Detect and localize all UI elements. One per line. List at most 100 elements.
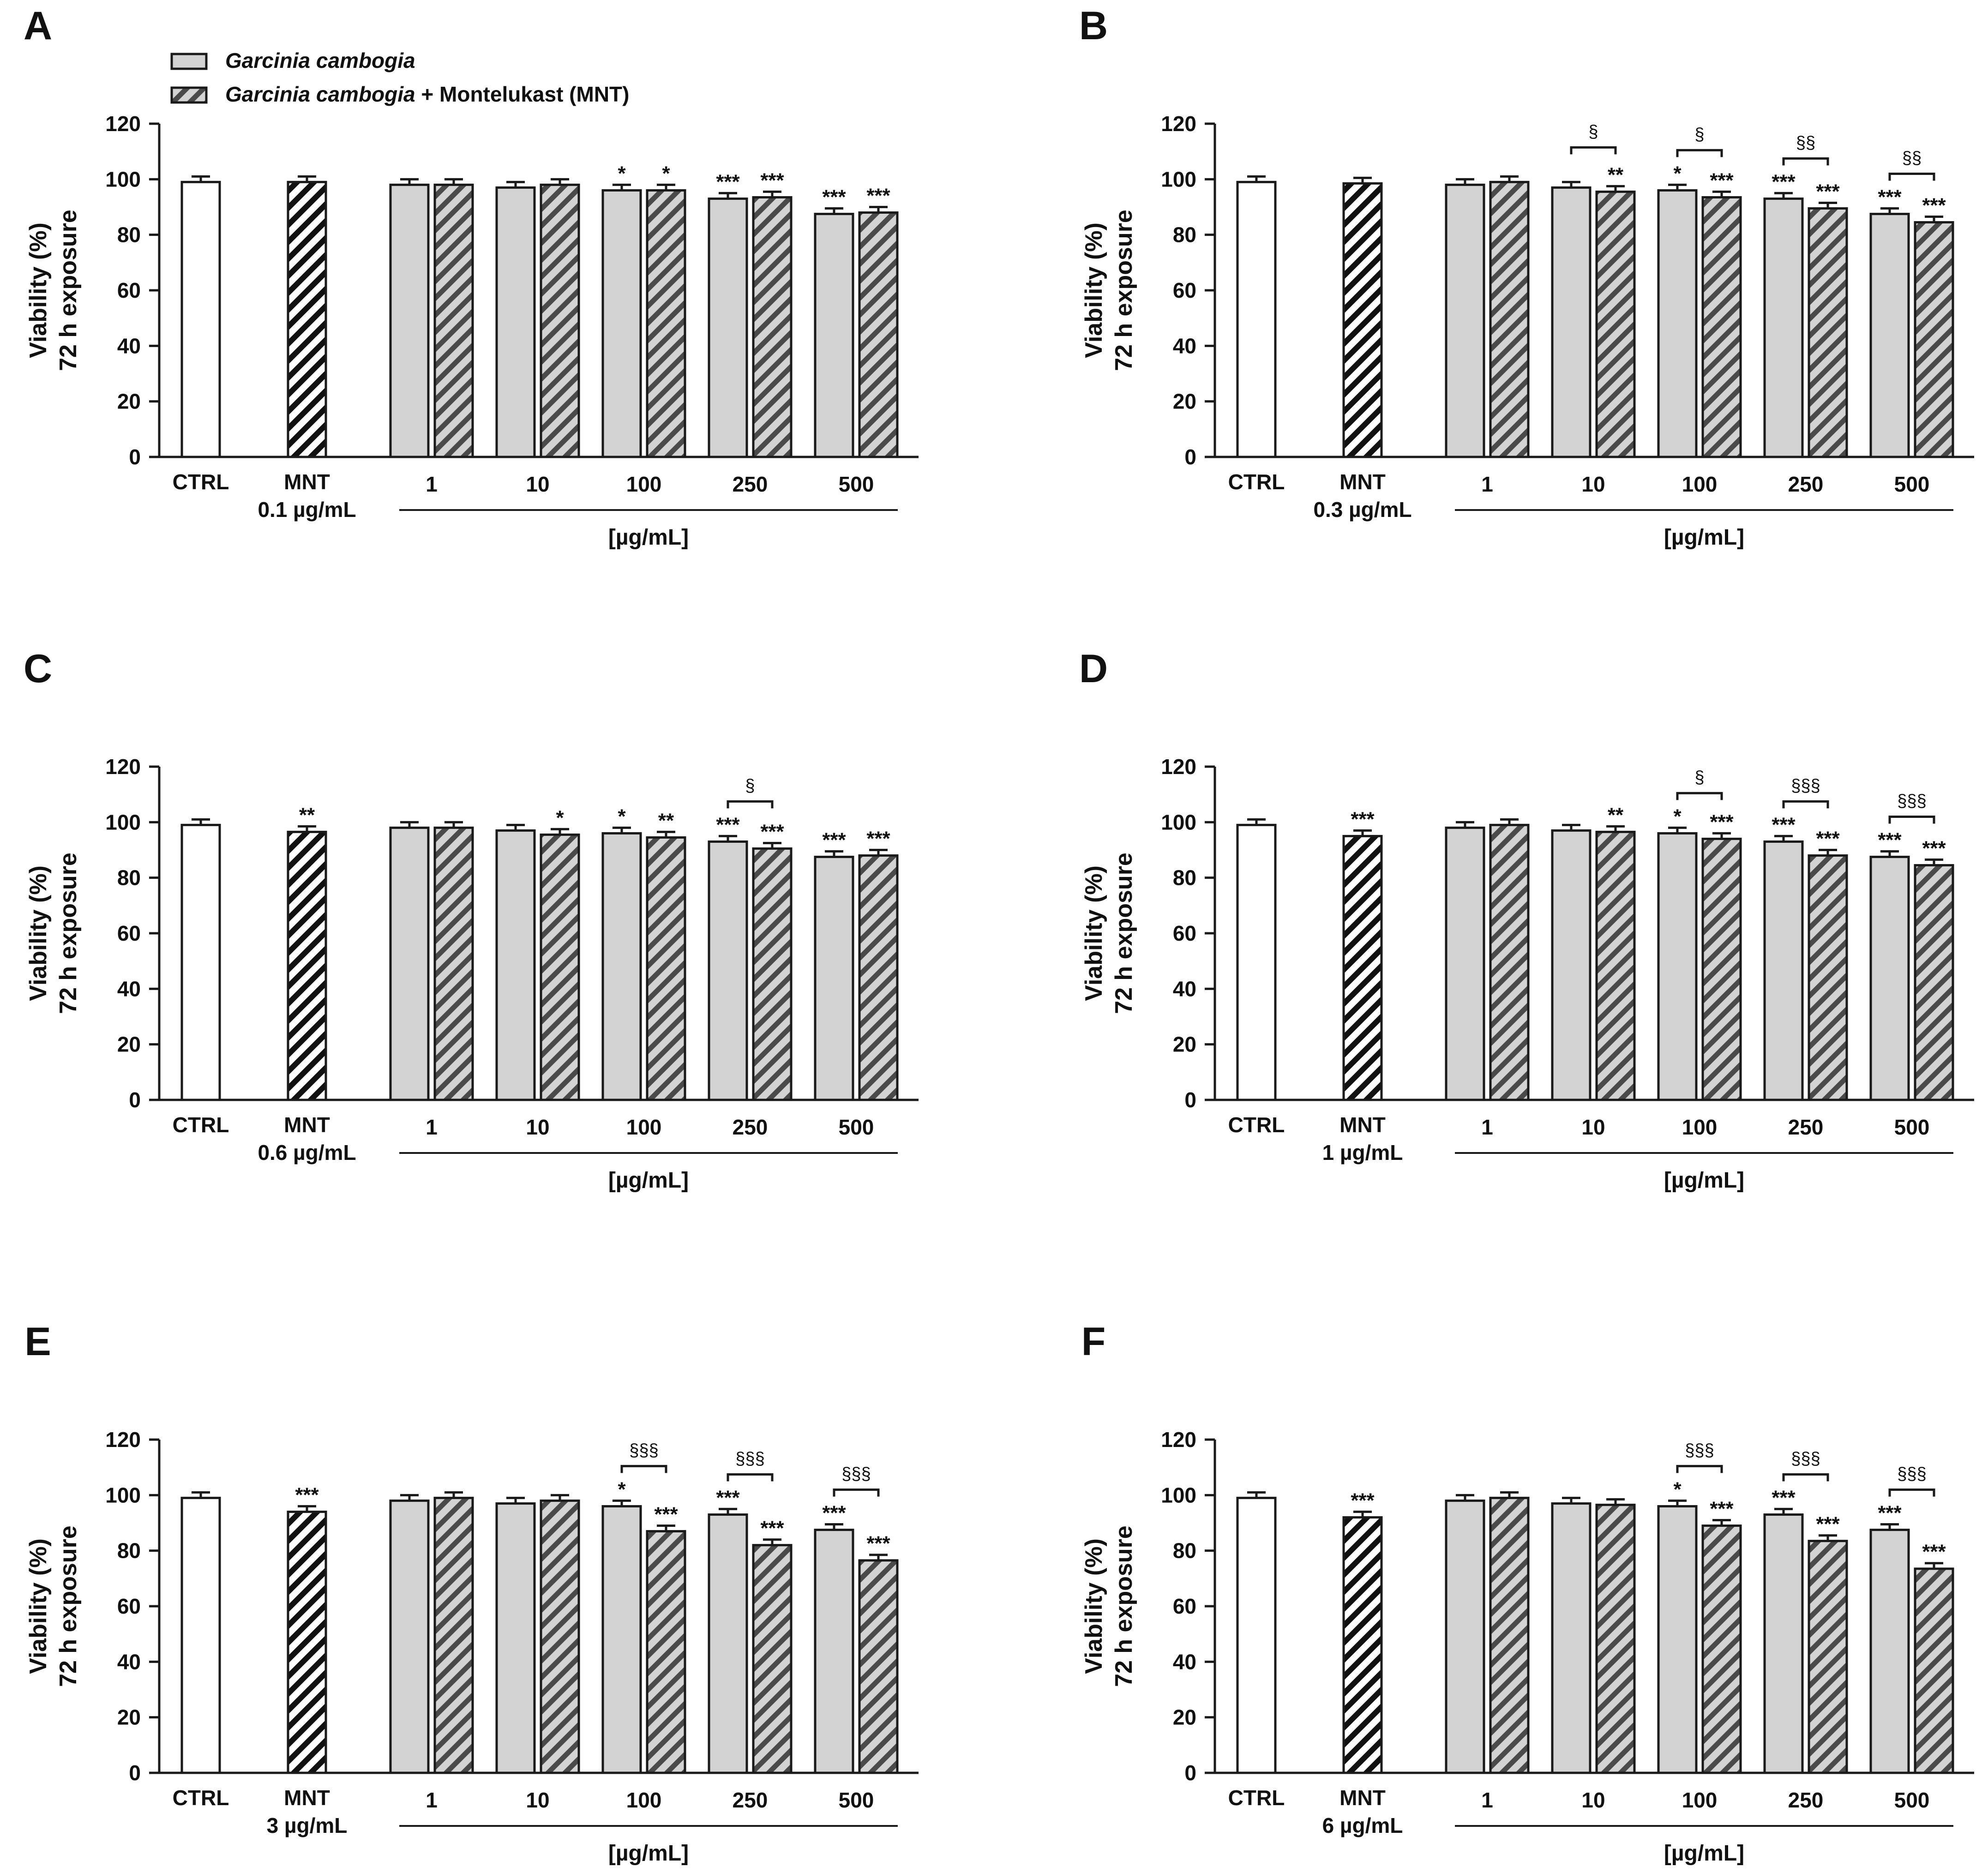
bar-gc [1657,189,1698,458]
bar-gc [389,826,430,1101]
x-category-label: 10 [526,1115,549,1139]
x-axis-unit-label: [µg/mL] [608,1841,689,1866]
significance-bracket-label: §§§ [1791,776,1820,795]
x-label-mnt: MNT [1339,1113,1386,1137]
bar-combo [433,1496,474,1774]
x-axis-unit-label: [µg/mL] [608,525,689,550]
x-category-label: 250 [733,472,768,496]
bar-mnt [287,180,327,458]
y-tick-label: 40 [1173,977,1196,1001]
x-category-label: 250 [733,1115,768,1139]
bar-combo [1489,823,1530,1101]
x-label-mnt: MNT [284,470,330,494]
bar-gc-sig: *** [822,829,846,852]
bar-gc [1657,1505,1698,1774]
bar-gc [1657,832,1698,1101]
bar-gc [1869,856,1910,1101]
y-tick-label: 40 [1173,1650,1196,1674]
bar-gc [1445,1499,1485,1774]
x-label-ctrl: CTRL [173,1786,229,1810]
bar-gc [814,856,854,1101]
bar-gc-sig: * [1673,162,1682,185]
y-tick-label: 120 [1161,755,1196,779]
x-category-label: 500 [839,1115,874,1139]
bar-gc-sig: *** [822,1502,846,1525]
y-axis-label-2: 72 h exposure [1111,852,1137,1014]
significance-bracket [1570,146,1617,155]
x-category-label: 250 [1788,1788,1824,1812]
bar-combo [1914,1567,1954,1774]
y-tick-label: 0 [1184,1761,1196,1785]
bar-combo [1701,837,1742,1101]
bar-gc [495,829,536,1101]
bar-combo [540,833,580,1101]
bar-gc-sig: *** [822,186,846,209]
x-category-label: 10 [1581,1115,1605,1139]
bar-gc [814,213,854,458]
y-axis-label: Viability (%) [1081,222,1107,358]
bar-gc-sig: * [618,162,626,185]
bar-combo [646,1530,686,1774]
y-tick-label: 80 [1173,866,1196,890]
significance-bracket-label: § [1588,122,1598,141]
legend-swatch-gc [170,53,208,70]
bar-combo-sig: ** [1608,804,1624,826]
x-category-label: 1 [426,1115,438,1139]
y-tick-label: 20 [1173,1705,1196,1729]
bar-combo-sig: *** [866,828,890,850]
x-category-label: 100 [626,1788,662,1812]
bar-gc [1869,1529,1910,1774]
bar-gc-sig: *** [1772,170,1796,193]
significance-bracket [1782,157,1829,166]
bar-combo [858,1559,899,1774]
bar-ctrl [180,180,221,458]
x-category-label: 500 [839,1788,874,1812]
bar-combo [433,826,474,1101]
bar-gc-sig: *** [716,1486,740,1509]
bar-gc [708,1513,748,1774]
bar-gc [601,189,642,458]
bar-combo-sig: *** [1922,1541,1946,1563]
x-category-label: 100 [626,1115,662,1139]
bar-mnt-sig: ** [299,804,315,826]
significance-bracket-label: §§§ [1791,1449,1820,1468]
x-category-label: 1 [426,1788,438,1812]
x-label-mnt: MNT [284,1113,330,1137]
bar-gc [1551,1502,1592,1774]
y-tick-label: 60 [117,921,141,945]
y-axis-label-2: 72 h exposure [55,210,82,371]
bar-gc [1551,186,1592,458]
y-tick-label: 80 [117,1539,141,1563]
bar-combo [1808,854,1848,1101]
y-tick-label: 120 [105,112,141,136]
x-label-mnt: MNT [1339,1786,1386,1810]
significance-bracket-label: §§§ [841,1465,871,1484]
bar-mnt [1342,182,1383,458]
y-tick-label: 60 [1173,1594,1196,1618]
bar-gc [1763,840,1804,1101]
y-axis-label: Viability (%) [1081,1538,1107,1674]
significance-bracket [1676,1465,1723,1473]
bar-mnt [287,1510,327,1774]
bar-combo [1808,1540,1848,1774]
panel-letter: F [1081,1320,1106,1364]
significance-bracket [1888,816,1935,824]
y-axis-label: Viability (%) [25,865,52,1001]
bar-combo-sig: ** [1608,163,1624,186]
bar-gc [1763,197,1804,458]
bar-combo [1808,207,1848,458]
x-label-mnt: MNT [1339,470,1386,494]
bar-gc [708,840,748,1101]
bar-combo-sig: *** [1710,810,1734,833]
x-label-ctrl: CTRL [1228,1113,1285,1137]
bar-gc [495,186,536,458]
x-category-label: 10 [1581,472,1605,496]
bar-combo-sig: *** [760,1517,784,1540]
y-tick-label: 100 [105,810,141,834]
y-tick-label: 0 [129,1761,141,1785]
x-category-label: 100 [626,472,662,496]
y-axis-label-2: 72 h exposure [1111,1525,1137,1687]
x-category-label: 100 [1682,1115,1718,1139]
